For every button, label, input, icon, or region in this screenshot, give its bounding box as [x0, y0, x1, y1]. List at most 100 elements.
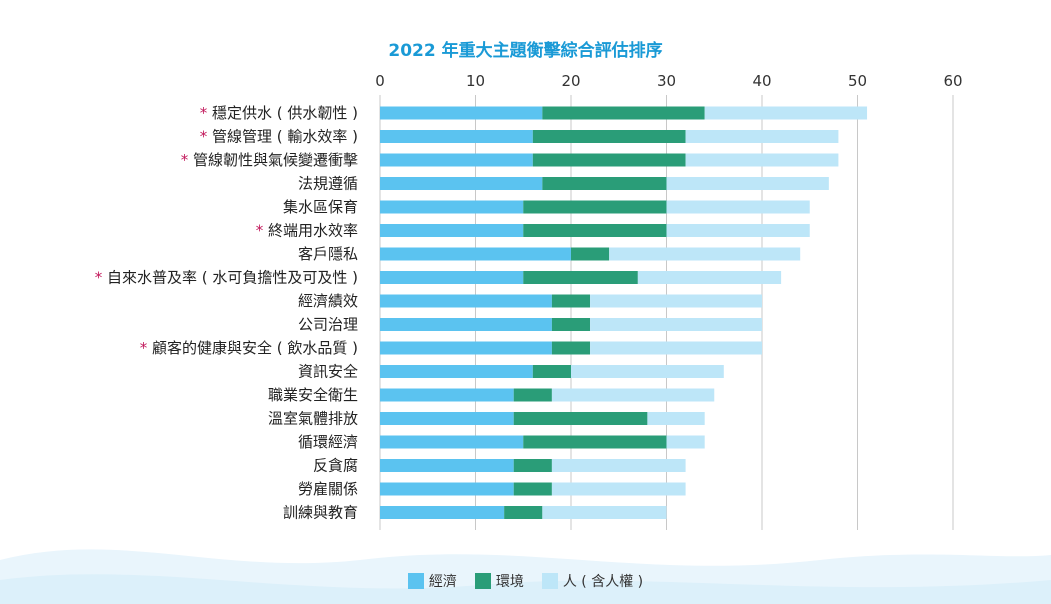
bar-segment [666, 435, 705, 449]
category-text: 勞雇關係 [298, 480, 358, 498]
category-label: * 管線韌性與氣候變遷衝擊 [181, 151, 358, 169]
category-text: 職業安全衛生 [268, 386, 358, 404]
category-text: 公司治理 [298, 316, 358, 334]
bar-segment [513, 412, 648, 425]
x-tick-label: 10 [466, 72, 485, 90]
bar-segment [551, 459, 686, 472]
legend-swatch-economy [407, 573, 424, 589]
bar-segment [380, 153, 533, 167]
bar-segment [513, 459, 552, 472]
material-topic-marker: * [140, 339, 152, 357]
bar-segment [542, 106, 705, 120]
bar-segment [647, 412, 705, 425]
category-label: 公司治理 [298, 316, 358, 334]
category-label: * 管線管理 ( 輸水效率 ) [200, 128, 358, 146]
bar-segment [380, 106, 543, 120]
category-text: 經濟績效 [298, 292, 358, 310]
category-text: 自來水普及率 ( 水可負擔性及可及性 ) [107, 269, 358, 287]
bar-segment [571, 247, 610, 261]
category-label: 客戶隱私 [298, 245, 358, 263]
bar-segment [380, 294, 552, 308]
bar-segment [590, 294, 762, 308]
bar-segment [380, 224, 524, 237]
bar-segment [380, 341, 552, 355]
legend-item-people: 人 ( 含人權 ) [541, 571, 644, 591]
bar-segment [380, 271, 524, 284]
bar-segment [523, 271, 638, 284]
legend-label-people: 人 ( 含人權 ) [562, 574, 644, 590]
x-tick-label: 40 [752, 72, 771, 90]
bar-segment [542, 506, 667, 519]
bar-segment [513, 388, 552, 402]
bar-segment [380, 482, 514, 496]
bar-segment [380, 435, 524, 449]
bar-segment [666, 200, 810, 214]
category-text: 管線管理 ( 輸水效率 ) [212, 128, 358, 146]
bar-segment [666, 224, 810, 237]
category-text: 資訊安全 [298, 363, 358, 381]
bar-segment [380, 506, 505, 519]
material-topic-marker: * [95, 269, 107, 287]
category-label: 法規遵循 [298, 175, 358, 193]
category-label: * 穩定供水 ( 供水韌性 ) [200, 104, 358, 122]
category-label: * 顧客的健康與安全 ( 飲水品質 ) [140, 339, 358, 357]
bar-segment [513, 482, 552, 496]
category-text: 溫室氣體排放 [268, 410, 358, 428]
bar-segment [590, 318, 762, 331]
legend-swatch-people [541, 573, 558, 589]
category-text: 反貪腐 [313, 457, 358, 475]
bar-segment [551, 294, 591, 308]
category-label: * 自來水普及率 ( 水可負擔性及可及性 ) [95, 269, 358, 287]
bar-segment [380, 365, 533, 378]
category-text: 管線韌性與氣候變遷衝擊 [193, 151, 358, 169]
bar-segment [685, 153, 839, 167]
chart-title: 2022 年重大主題衡擊綜合評估排序 [388, 41, 663, 61]
bar-segment [666, 177, 829, 190]
category-label: 經濟績效 [298, 292, 358, 310]
category-labels: * 穩定供水 ( 供水韌性 )* 管線管理 ( 輸水效率 )* 管線韌性與氣候變… [95, 104, 358, 522]
category-text: 訓練與教育 [283, 504, 358, 522]
bar-segment [380, 388, 514, 402]
x-tick-label: 60 [943, 72, 962, 90]
legend: 經濟 環境 人 ( 含人權 ) [0, 571, 1051, 591]
legend-swatch-environment [474, 573, 491, 589]
category-label: 反貪腐 [313, 457, 358, 475]
material-topic-marker: * [256, 222, 268, 240]
bar-segment [590, 341, 762, 355]
bar-segment [523, 200, 667, 214]
x-tick-label: 30 [657, 72, 676, 90]
bar-segment [380, 200, 524, 214]
bar-segment [551, 318, 591, 331]
bar-segment [380, 177, 543, 190]
x-tick-label: 50 [848, 72, 867, 90]
category-label: 訓練與教育 [283, 504, 358, 522]
bar-segment [380, 412, 514, 425]
category-label: 職業安全衛生 [268, 386, 358, 404]
grid-layer [379, 95, 954, 530]
bar-segment [532, 130, 686, 143]
x-tick-label: 0 [375, 72, 385, 90]
bar-segment [532, 153, 686, 167]
material-topic-marker: * [200, 128, 212, 146]
legend-item-economy: 經濟 [407, 571, 457, 591]
category-text: 顧客的健康與安全 ( 飲水品質 ) [152, 339, 358, 357]
category-label: * 終端用水效率 [256, 222, 358, 240]
category-text: 客戶隱私 [298, 245, 358, 263]
x-tick-label: 20 [561, 72, 580, 90]
category-label: 溫室氣體排放 [268, 410, 358, 428]
bar-segment [571, 365, 724, 378]
category-label: 集水區保育 [283, 198, 358, 216]
bar-segment [551, 388, 715, 402]
bar-segment [532, 365, 571, 378]
bars-layer [380, 106, 868, 519]
bar-segment [704, 106, 868, 120]
bar-segment [609, 247, 801, 261]
category-label: 循環經濟 [298, 433, 358, 451]
category-text: 法規遵循 [298, 175, 358, 193]
bar-segment [504, 506, 543, 519]
category-text: 終端用水效率 [268, 222, 358, 240]
bar-segment [551, 482, 686, 496]
material-topic-marker: * [200, 104, 212, 122]
